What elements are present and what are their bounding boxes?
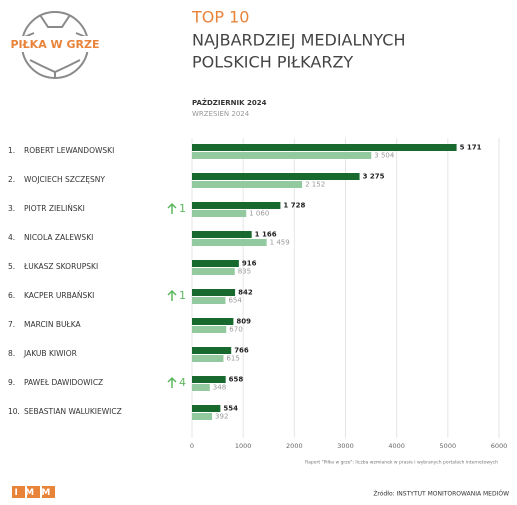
- value-label: 1 459: [270, 239, 290, 247]
- rank: 7.: [8, 320, 15, 329]
- rank: 4.: [8, 233, 15, 242]
- value-label: 348: [213, 384, 226, 392]
- bar: [192, 318, 234, 325]
- y-tick-label: PAWEŁ DAWIDOWICZ: [24, 378, 103, 387]
- logo-text: PIŁKA W GRZE: [10, 38, 99, 51]
- x-tick-label: 5000: [440, 442, 457, 450]
- value-label: 1 060: [249, 210, 269, 218]
- bar: [192, 289, 236, 296]
- value-label: 654: [228, 297, 242, 305]
- y-tick-label: WOJCIECH SZCZĘSNY: [24, 175, 105, 184]
- rank: 2.: [8, 175, 15, 184]
- rank: 9.: [8, 378, 15, 387]
- bar: [192, 326, 227, 333]
- x-tick-label: 4000: [388, 442, 405, 450]
- footnote: Raport "Piłka w grze": liczba wzmianek w…: [305, 460, 498, 466]
- x-tick-label: 6000: [491, 442, 508, 450]
- y-tick-label: ŁUKASZ SKORUPSKI: [23, 262, 98, 271]
- bar: [192, 210, 247, 217]
- y-tick-label: SEBASTIAN WALUKIEWICZ: [24, 407, 122, 416]
- y-tick-label: MARCIN BUŁKA: [24, 320, 82, 329]
- up-arrow: [167, 376, 177, 388]
- bar: [192, 181, 303, 188]
- up-arrow: [167, 289, 177, 301]
- value-label: 3 275: [363, 173, 385, 181]
- bar: [192, 413, 213, 420]
- brand-box: [42, 486, 55, 498]
- bar: [192, 347, 232, 354]
- bar: [192, 297, 226, 304]
- logo-band: [14, 36, 96, 52]
- brand-box: [27, 486, 40, 498]
- bar: [192, 355, 224, 362]
- bar: [192, 202, 281, 209]
- value-label: 809: [236, 318, 251, 326]
- rank: 3.: [8, 204, 15, 213]
- value-label: 916: [242, 260, 257, 268]
- bar: [192, 231, 252, 238]
- x-tick-label: 0: [190, 442, 194, 450]
- rank-change: 1: [179, 289, 186, 302]
- y-tick-label: KACPER URBAŃSKI: [24, 291, 94, 300]
- x-tick-label: 2000: [286, 442, 303, 450]
- value-label: 5 171: [460, 144, 482, 152]
- bar: [192, 152, 372, 159]
- rank: 8.: [8, 349, 15, 358]
- value-label: 615: [226, 355, 239, 363]
- value-label: 670: [229, 326, 242, 334]
- y-tick-label: ROBERT LEWANDOWSKI: [24, 146, 114, 155]
- value-label: 2 152: [305, 181, 325, 189]
- bar: [192, 144, 457, 151]
- brand-box: [12, 486, 25, 498]
- legend-entry: PAŹDZIERNIK 2024: [192, 98, 267, 107]
- x-tick-label: 1000: [235, 442, 252, 450]
- rank: 10.: [8, 407, 20, 416]
- value-label: 658: [229, 376, 244, 384]
- bar: [192, 384, 210, 391]
- x-tick-label: 3000: [337, 442, 354, 450]
- value-label: 554: [223, 405, 238, 413]
- y-tick-label: JAKUB KIWIOR: [23, 349, 77, 358]
- bar: [192, 173, 360, 180]
- bar: [192, 376, 226, 383]
- value-label: 842: [238, 289, 253, 297]
- rank-change: 4: [179, 376, 186, 389]
- source: Źródło: INSTYTUT MONITOROWANIA MEDIÓW: [373, 490, 509, 498]
- value-label: 392: [215, 413, 228, 421]
- subtitle: NAJBARDZIEJ MEDIALNYCH: [192, 31, 405, 50]
- title: TOP 10: [191, 8, 249, 27]
- subtitle: POLSKICH PIŁKARZY: [192, 53, 353, 72]
- rank: 6.: [8, 291, 15, 300]
- value-label: 1 166: [255, 231, 277, 239]
- value-label: 3 504: [374, 152, 395, 160]
- bar: [192, 239, 267, 246]
- bar: [192, 268, 235, 275]
- legend-entry: WRZESIEŃ 2024: [192, 109, 250, 118]
- bar: [192, 260, 239, 267]
- up-arrow: [167, 202, 177, 214]
- rank: 1.: [8, 146, 15, 155]
- bar: [192, 405, 221, 412]
- value-label: 835: [238, 268, 251, 276]
- value-label: 1 728: [283, 202, 305, 210]
- y-tick-label: NICOLA ZALEWSKI: [24, 233, 93, 242]
- value-label: 766: [234, 347, 249, 355]
- y-tick-label: PIOTR ZIELIŃSKI: [24, 204, 85, 213]
- rank: 5.: [8, 262, 15, 271]
- rank-change: 1: [179, 202, 186, 215]
- brand-text: IMM: [15, 488, 58, 498]
